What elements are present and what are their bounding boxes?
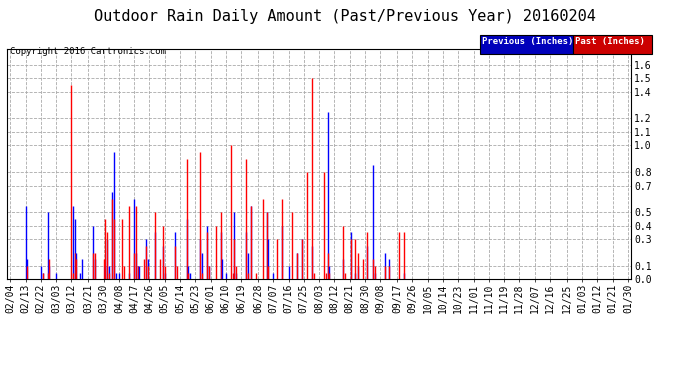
Text: Copyright 2016 Cartronics.com: Copyright 2016 Cartronics.com (10, 47, 166, 56)
Text: Outdoor Rain Daily Amount (Past/Previous Year) 20160204: Outdoor Rain Daily Amount (Past/Previous… (94, 9, 596, 24)
Text: Past (Inches): Past (Inches) (575, 37, 645, 46)
Text: Previous (Inches): Previous (Inches) (482, 37, 573, 46)
